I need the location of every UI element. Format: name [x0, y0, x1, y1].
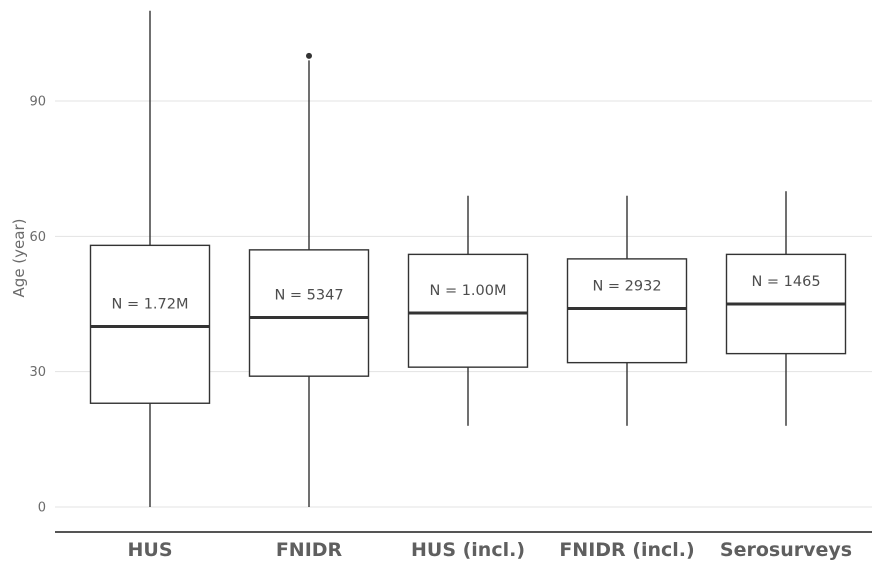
n-label: N = 2932 [592, 278, 661, 294]
box-group-3: N = 2932 [566, 195, 688, 426]
n-label: N = 1.72M [111, 297, 188, 313]
y-tick-label-0: 0 [38, 501, 46, 516]
y-tick-label-30: 30 [29, 365, 46, 380]
iqr-box [407, 253, 529, 368]
iqr-box [89, 244, 211, 404]
box-group-1: N = 5347 [248, 52, 370, 507]
outlier-point [306, 52, 312, 59]
x-axis-ticks: HUS FNIDR HUS (incl.) FNIDR (incl.) Serosurv… [127, 539, 852, 561]
y-axis-ticks: 0 30 60 90 [29, 95, 46, 516]
n-label: N = 1465 [751, 274, 820, 290]
n-label: N = 1.00M [429, 283, 506, 299]
box-group-4: N = 1465 [725, 191, 847, 426]
x-tick-label-4: Serosurveys [720, 539, 852, 561]
y-tick-label-90: 90 [29, 95, 46, 110]
box-group-2: N = 1.00M [407, 195, 529, 426]
x-tick-label-3: FNIDR (incl.) [559, 539, 694, 561]
iqr-box [566, 258, 688, 364]
x-tick-label-2: HUS (incl.) [411, 539, 525, 561]
n-label: N = 5347 [274, 287, 343, 303]
x-tick-label-0: HUS [127, 539, 172, 561]
y-tick-label-60: 60 [29, 230, 46, 245]
box-group-0: N = 1.72M [89, 10, 211, 507]
boxes: N = 1.72M N = 5347 N = 1.00M N = 2932 N = 14… [89, 10, 847, 507]
x-tick-label-1: FNIDR [276, 539, 343, 561]
y-axis-label: Age (year) [10, 219, 28, 298]
iqr-box [248, 249, 370, 377]
